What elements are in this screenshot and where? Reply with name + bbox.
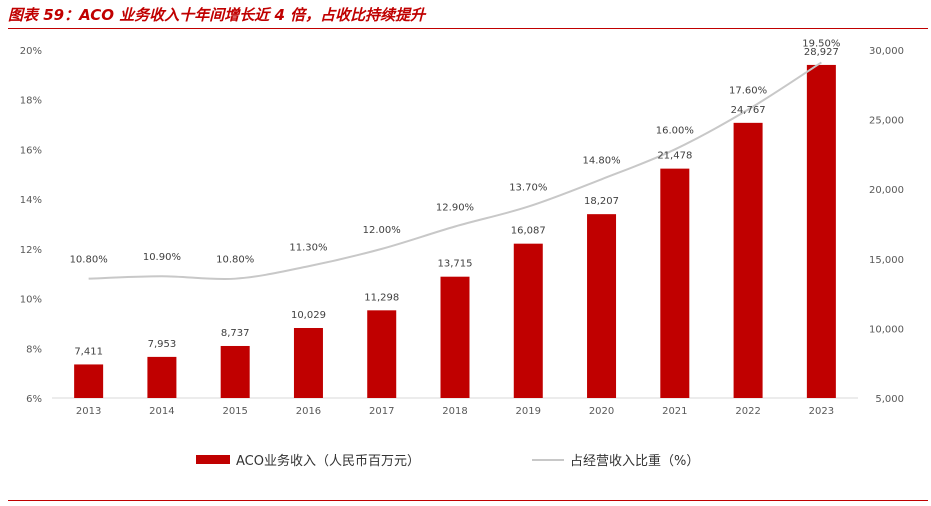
legend-swatch-bar (196, 455, 230, 464)
bar-data-label: 8,737 (221, 328, 250, 339)
left-axis-tick-label: 8% (26, 344, 42, 355)
bar-revenue (806, 64, 836, 398)
x-axis-tick-label: 2013 (76, 406, 101, 417)
line-data-label: 17.60% (729, 86, 767, 97)
title-divider (8, 28, 928, 29)
bar-data-label: 11,298 (364, 292, 399, 303)
left-axis-tick-label: 18% (20, 96, 42, 107)
bar-data-label: 24,767 (731, 105, 766, 116)
left-axis-tick-label: 16% (20, 145, 42, 156)
bar-data-label: 16,087 (511, 226, 546, 237)
x-axis-tick-label: 2021 (662, 406, 687, 417)
bar-revenue (660, 168, 690, 398)
x-axis-tick-label: 2016 (296, 406, 321, 417)
axis-layer: 6% 8% 10% 12% 14% 16% 18% 20% 5,000 10,000 15,000 2… (20, 46, 904, 417)
x-axis-tick-label: 2018 (442, 406, 467, 417)
share-line (88, 61, 822, 281)
legend-label-share: 占经营收入比重（%） (570, 454, 700, 469)
right-axis-tick-label: 10,000 (869, 324, 904, 335)
line-data-label: 16.00% (656, 125, 694, 136)
chart-title: 图表 59：ACO 业务收入十年间增长近 4 倍，占收比持续提升 (8, 6, 426, 24)
bar-revenue (587, 214, 617, 398)
bar-data-label: 7,953 (148, 339, 177, 350)
bar-data-label: 28,927 (804, 47, 839, 58)
bar-data-label: 21,478 (657, 151, 692, 162)
line-data-label: 10.90% (143, 252, 181, 263)
bars-layer (74, 64, 836, 399)
bar-data-label: 7,411 (74, 346, 103, 357)
line-data-label: 19.50% (802, 38, 840, 49)
left-axis-tick-label: 14% (20, 195, 42, 206)
line-data-label: 10.80% (70, 255, 108, 266)
right-axis-tick-label: 25,000 (869, 116, 904, 127)
legend-swatch-line (532, 458, 564, 461)
line-data-label: 13.70% (509, 183, 547, 194)
left-axis-tick-label: 6% (26, 394, 42, 405)
bar-revenue (733, 122, 763, 399)
bar-revenue (513, 243, 543, 398)
bottom-divider (8, 500, 928, 501)
x-axis-tick-label: 2019 (516, 406, 541, 417)
legend: ACO业务收入（人民币百万元） 占经营收入比重（%） (0, 448, 931, 472)
legend-label-revenue: ACO业务收入（人民币百万元） (236, 454, 420, 469)
left-axis-tick-label: 12% (20, 245, 42, 256)
left-axis-tick-label: 10% (20, 295, 42, 306)
x-axis-tick-label: 2015 (222, 406, 247, 417)
right-axis-tick-label: 30,000 (869, 46, 904, 57)
chart-svg: 6% 8% 10% 12% 14% 16% 18% 20% 5,000 10,000 15,000 2… (20, 38, 904, 417)
bar-revenue (74, 364, 104, 398)
right-axis-tick-label: 20,000 (869, 185, 904, 196)
x-axis-tick-label: 2017 (369, 406, 394, 417)
right-axis-tick-label: 5,000 (875, 394, 904, 405)
labels-layer: 7,411 7,953 8,737 10,029 11,298 13,715 16,087 1… (70, 38, 841, 357)
line-layer (88, 61, 822, 281)
bar-data-label: 10,029 (291, 310, 326, 321)
line-data-label: 12.00% (363, 225, 401, 236)
x-axis-tick-label: 2022 (735, 406, 760, 417)
legend-item-revenue[interactable]: ACO业务收入（人民币百万元） (196, 450, 420, 469)
bar-revenue (367, 310, 397, 398)
line-data-label: 12.90% (436, 202, 474, 213)
right-axis-tick-label: 15,000 (869, 255, 904, 266)
bar-revenue (293, 327, 323, 398)
bar-revenue (220, 345, 250, 398)
bar-data-label: 13,715 (438, 259, 473, 270)
bar-data-label: 18,207 (584, 196, 619, 207)
x-axis-tick-label: 2014 (149, 406, 174, 417)
line-data-label: 10.80% (216, 255, 254, 266)
bar-revenue (147, 356, 177, 398)
x-axis-tick-label: 2020 (589, 406, 614, 417)
line-data-label: 14.80% (582, 155, 620, 166)
left-axis-tick-label: 20% (20, 46, 42, 57)
line-data-label: 11.30% (289, 242, 327, 253)
x-axis-tick-label: 2023 (809, 406, 834, 417)
legend-item-share[interactable]: 占经营收入比重（%） (532, 450, 699, 469)
bar-revenue (440, 276, 470, 398)
